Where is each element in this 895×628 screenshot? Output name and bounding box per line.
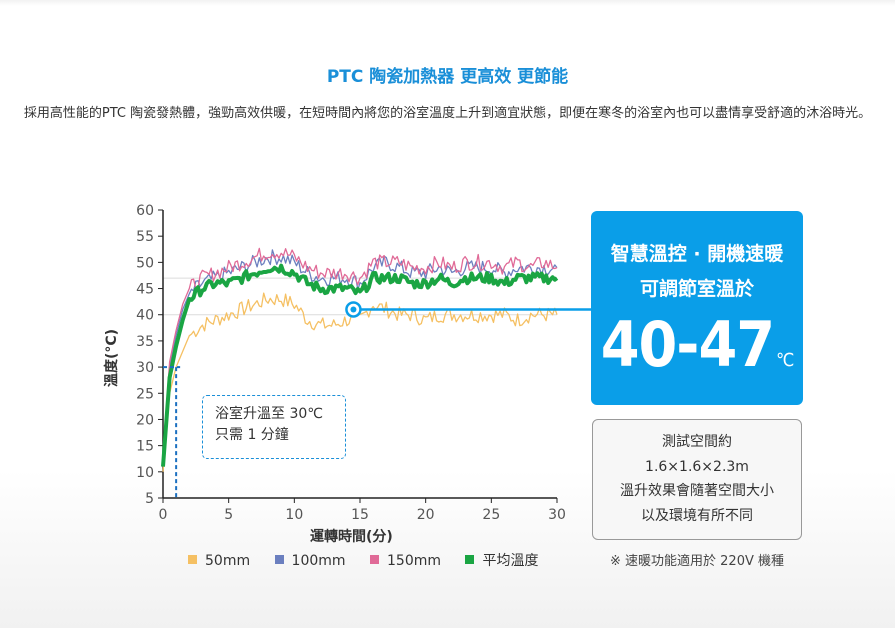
y-tick-label: 35 [136, 334, 154, 350]
legend-item-100mm: 100mm [274, 553, 346, 569]
info-line-4: 以及環境有所不同 [641, 507, 753, 524]
y-tick-label: 55 [136, 229, 154, 245]
legend-item-50mm: 50mm [188, 553, 250, 569]
series-line-3 [162, 247, 558, 457]
y-tick-label: 5 [145, 491, 154, 507]
series-line-4 [161, 263, 559, 467]
legend-label: 100mm [291, 553, 346, 569]
y-tick-label: 30 [136, 360, 154, 376]
page-title: PTC 陶瓷加熱器 更高效 更節能 [326, 67, 569, 87]
legend-item-average: 平均溫度 [465, 553, 538, 569]
legend-label: 50mm [205, 553, 251, 569]
highlight-line-1: 智慧溫控 · 開機速暖 [610, 243, 784, 265]
x-tick-label: 5 [224, 507, 233, 523]
highlight-value-wrap: 40-47 ℃ [591, 308, 803, 381]
y-tick-label: 50 [136, 255, 154, 271]
y-tick-label: 25 [136, 386, 154, 402]
heat-up-callout: 浴室升溫至 30℃ 只需 1 分鐘 [202, 395, 346, 459]
chart-legend: 50mm 100mm 150mm 平均溫度 [188, 550, 558, 570]
legend-swatch [274, 555, 284, 564]
y-tick-label: 15 [136, 439, 154, 455]
chart-reference-lines [163, 301, 592, 498]
highlight-value: 40-47 [600, 308, 775, 381]
x-tick-label: 15 [351, 507, 369, 523]
info-line-3: 溫升效果會隨著空間大小 [620, 483, 774, 499]
legend-label: 平均溫度 [482, 553, 539, 569]
y-tick-label: 10 [136, 465, 154, 481]
y-tick-label: 20 [136, 412, 154, 428]
x-tick-label: 20 [417, 507, 435, 523]
temperature-highlight-box: 智慧溫控 · 開機速暖 可調節室溫於 40-47 ℃ [591, 211, 803, 405]
test-conditions-box: 測試空間約 1.6×1.6×2.3m 溫升效果會隨著空間大小 以及環境有所不同 [592, 419, 802, 540]
x-tick-label: 30 [548, 507, 566, 523]
legend-swatch [370, 555, 379, 564]
y-tick-label: 40 [136, 308, 154, 324]
page-description: 採用高性能的PTC 陶瓷發熱體，強勁高效供暖，在短時間內將您的浴室溫度上升到適宜… [23, 106, 872, 121]
x-tick-label: 10 [285, 507, 303, 523]
info-line-2: 1.6×1.6×2.3m [645, 458, 749, 475]
marker-dot [350, 306, 357, 313]
voltage-note: ※ 速暖功能適用於 220V 機種 [610, 554, 784, 569]
y-tick-label: 45 [136, 282, 154, 298]
x-tick-label: 25 [482, 507, 500, 523]
callout-line-1: 浴室升溫至 30℃ [215, 406, 323, 422]
highlight-line-2: 可調節室溫於 [639, 278, 754, 300]
x-tick-label: 0 [159, 507, 168, 523]
y-tick-label: 60 [136, 203, 154, 219]
highlight-unit: ℃ [776, 350, 794, 371]
info-line-1: 測試空間約 [662, 434, 732, 450]
callout-line-2: 只需 1 分鐘 [215, 427, 289, 443]
x-axis-label: 運轉時間(分) [310, 529, 393, 545]
legend-swatch [188, 555, 197, 564]
legend-label: 150mm [387, 553, 441, 569]
y-axis-label: 溫度(°C) [104, 328, 120, 388]
legend-swatch [465, 555, 475, 564]
legend-item-150mm: 150mm [370, 553, 441, 569]
